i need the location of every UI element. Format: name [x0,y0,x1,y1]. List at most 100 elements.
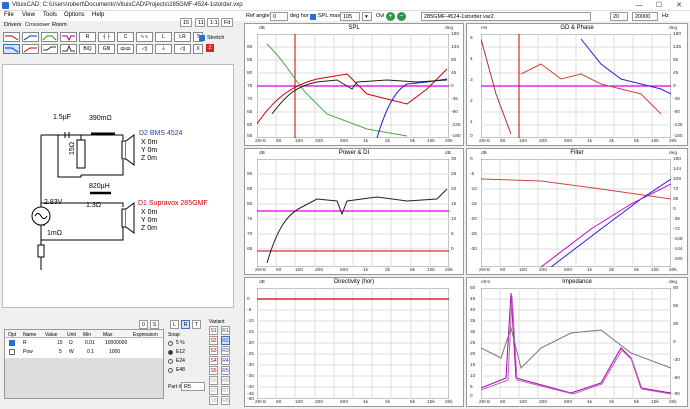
zoom-fit-button[interactable]: Fit [221,18,233,27]
ground-tool[interactable]: ⏚ [155,44,172,54]
variant-r2[interactable]: R2 [221,336,230,345]
shelf-tool[interactable] [41,44,58,54]
biquad-tool[interactable]: BiQ [79,44,96,54]
part-number-input[interactable]: R5 [181,382,205,391]
tab-drivers[interactable]: Drivers [4,22,22,28]
snap-label: Snap [168,332,180,338]
variant-s6[interactable]: S6 [209,376,218,385]
gd-plot[interactable] [481,34,671,138]
menu-view[interactable]: View [22,12,35,18]
d2-name[interactable]: D2 BMS 4524 [139,130,183,137]
d1-name[interactable]: D1 Supravox 285GMF [138,200,208,207]
spl-plot[interactable] [257,34,449,138]
ref-angle-input[interactable]: 0 [270,12,288,21]
speaker-tool[interactable]: ◁) [174,44,191,54]
delete-tool[interactable]: Z [206,44,214,52]
prop-btn-t[interactable]: T [192,320,201,329]
variant-r5[interactable]: R5 [221,366,230,375]
spl-max-input[interactable]: 105 [340,12,360,21]
menu-tools[interactable]: Tools [43,12,58,18]
zoom-input-1[interactable]: 15 [180,18,192,27]
snap-radio-e24[interactable] [168,359,173,364]
table-row[interactable]: R 15 Ω 0.01 10000000 [5,339,163,348]
prop-btn-r[interactable]: R [181,320,190,329]
c1-label: 1.5µF [53,114,72,121]
variant-r4[interactable]: R4 [221,356,230,365]
d1-x: X 0m [141,209,158,216]
bandpass-tool[interactable] [41,32,58,42]
r2-label: 1.3Ω [86,202,101,209]
spl-max-checkbox[interactable] [310,14,316,20]
highpass-tool[interactable] [22,32,39,42]
minimize-button[interactable]: — [635,2,643,9]
menu-options[interactable]: Options [64,12,85,18]
capacitor-tool[interactable]: ┤├ [98,32,115,42]
lowpass-2-tool[interactable] [3,44,20,54]
tab-room[interactable]: Room [52,22,67,28]
power-plot[interactable] [257,159,449,267]
filter-x-axis: 20Hz 50 100 200 500 1k 2k 5k 10k 20k [479,268,677,273]
driver-tool[interactable]: ◁| [136,44,153,54]
resistor-tool[interactable]: R [79,32,96,42]
window-title: VituixCAD: C:\Users\robert\Documents\Vit… [12,2,243,8]
x-tool[interactable]: X [193,44,203,54]
variant-label: Variant [209,319,225,325]
lr-tool[interactable]: LR [174,32,191,42]
variant-r8[interactable]: R8 [221,396,230,405]
gfil-tool[interactable]: Gfil [98,44,115,54]
peak-tool[interactable] [60,44,77,54]
inductor-tool[interactable]: ∿∿ [136,32,153,42]
snap-radio-5[interactable] [168,341,173,346]
variant-s5[interactable]: S5 [209,366,218,375]
tab-crossover[interactable]: Crossover [24,22,52,28]
fmax-input[interactable]: 20000 [632,12,658,21]
d1-y: Y 0m [141,217,158,224]
prop-btn-l[interactable]: L [170,320,179,329]
power-x-axis: 20Hz 50 100 200 500 1k 2k 5k 10k 20k [255,268,453,273]
stretch-checkbox[interactable] [199,35,205,41]
variant-s3[interactable]: S3 [209,346,218,355]
prop-btn-s[interactable]: S [150,320,159,329]
inductor-l-tool[interactable]: L [155,32,172,42]
notch-tool[interactable] [60,32,77,42]
capacitor-c-tool[interactable]: C [117,32,134,42]
menu-file[interactable]: File [4,12,14,18]
fmin-input[interactable]: 20 [610,12,628,21]
zoom-1to1-button[interactable]: 1:1 [207,18,219,27]
variant-r6[interactable]: R6 [221,376,230,385]
prop-btn-0[interactable]: 0 [139,320,148,329]
variant-r3[interactable]: R3 [221,346,230,355]
variant-s2[interactable]: S2 [209,336,218,345]
ref-angle-label: Ref angle [246,13,270,19]
variant-name-input[interactable]: 285GMF-4524-1storder var2 [421,12,591,21]
snap-radio-e48[interactable] [168,368,173,373]
variant-s7[interactable]: S7 [209,386,218,395]
opt-checkbox[interactable] [9,340,15,346]
schematic-canvas[interactable]: 1.5µF 15Ω 390mΩ D2 BMS 4524 X 0m Y 0m Z … [2,64,234,308]
transformer-tool[interactable]: ꝏꝏ [117,44,134,54]
variant-r1[interactable]: R1 [221,326,230,335]
snap-radio-e12[interactable] [168,350,173,355]
lowpass-tool[interactable] [3,32,20,42]
impedance-plot[interactable] [481,288,671,399]
variant-s8[interactable]: S8 [209,396,218,405]
highpass-2-tool[interactable] [22,44,39,54]
variant-r7[interactable]: R7 [221,386,230,395]
directivity-plot[interactable] [257,288,449,399]
schematic-wires [31,132,135,270]
maximize-button[interactable]: ☐ [655,2,663,9]
opt-checkbox[interactable] [9,349,15,355]
close-button[interactable]: ✕ [676,2,682,9]
add-overlay-icon[interactable]: + [386,12,395,21]
directivity-panel: Directivity (hor) dB 0 -5 -10 -15 -20 -2… [244,277,464,407]
spl-yr-unit: deg [445,26,454,31]
remove-overlay-icon[interactable]: − [397,12,406,21]
table-row[interactable]: Pow 5 W 0.1 1000 [5,348,163,357]
filter-plot[interactable] [481,159,671,267]
menu-help[interactable]: Help [92,12,105,18]
variant-s4[interactable]: S4 [209,356,218,365]
spl-max-dropdown[interactable]: ▾ [362,12,372,21]
stretch-label: Stretch [207,35,225,41]
zoom-input-2[interactable]: 11 [195,18,205,27]
variant-s1[interactable]: S1 [209,326,218,335]
